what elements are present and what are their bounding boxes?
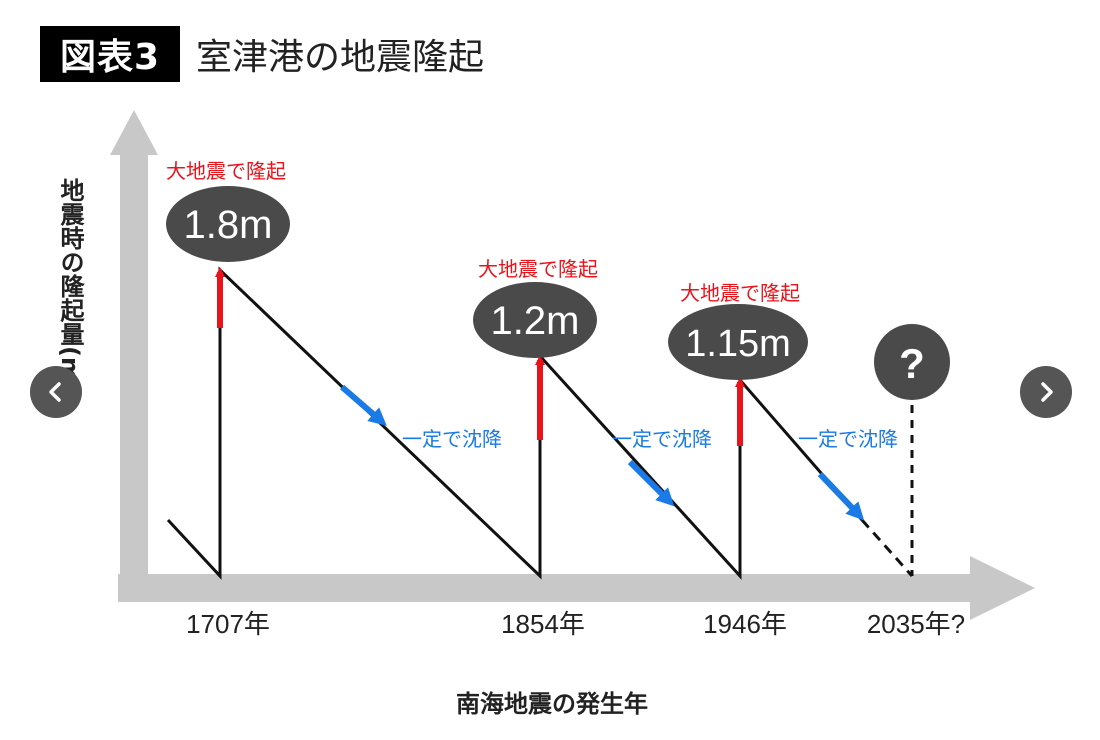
- next-slide-button[interactable]: [1020, 366, 1072, 418]
- subsidence-arrow: [340, 384, 387, 426]
- x-tick-label: 1946年: [703, 609, 787, 639]
- title-badge: 図表3: [40, 26, 180, 82]
- subsidence-label: 一定で沈降: [402, 427, 502, 451]
- subsidence-arrow: [627, 459, 675, 507]
- subsidence-label: 一定で沈降: [798, 427, 898, 451]
- previous-slide-button[interactable]: [30, 366, 82, 418]
- uplift-value-bubble: 1.2m: [473, 282, 597, 358]
- x-tick-label: 2035年?: [867, 609, 965, 639]
- uplift-annotation: 大地震で隆起: [478, 257, 598, 281]
- x-tick-label: 1854年: [501, 609, 585, 639]
- chevron-left-icon: [49, 382, 61, 402]
- subsidence-label: 一定で沈降: [612, 427, 712, 451]
- uplift-value-label: 1.8m: [184, 203, 273, 247]
- uplift-annotation: 大地震で隆起: [166, 159, 286, 183]
- unknown-uplift-bubble: ?: [874, 324, 950, 400]
- x-tick-label: 1707年: [186, 609, 270, 639]
- uplift-annotation: 大地震で隆起: [680, 281, 800, 305]
- chevron-right-icon: [1041, 382, 1053, 402]
- x-axis: [118, 556, 1035, 620]
- uplift-value-label: 1.15m: [685, 323, 791, 365]
- y-axis-label: 地震時の隆起量(m): [56, 178, 85, 393]
- uplift-value-bubble: 1.8m: [166, 186, 290, 262]
- x-axis-label: 南海地震の発生年: [456, 690, 648, 718]
- projected-subsidence-line: [860, 519, 914, 577]
- page-title: 室津港の地震隆起: [196, 37, 485, 78]
- y-axis: [110, 110, 158, 600]
- uplift-value-bubble: 1.15m: [668, 304, 808, 380]
- uplift-value-label: 1.2m: [491, 299, 580, 343]
- unknown-uplift-label: ?: [899, 340, 925, 387]
- subsidence-arrow: [817, 471, 865, 521]
